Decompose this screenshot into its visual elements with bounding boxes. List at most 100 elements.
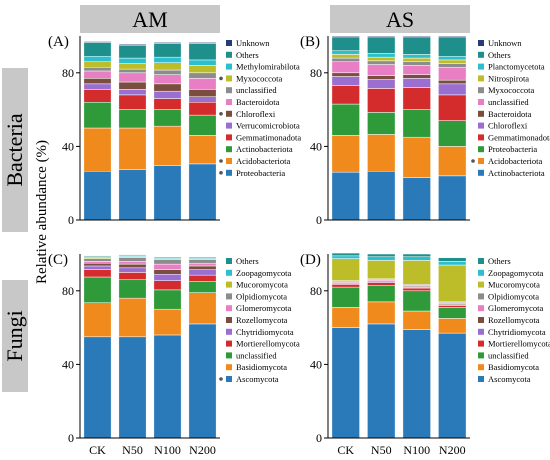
legend-label: Basidiomycota — [488, 362, 539, 372]
bar-segment — [118, 169, 147, 221]
x-tick-label: N100 — [403, 443, 430, 457]
bar-segment — [83, 336, 112, 439]
legend-swatch — [478, 317, 484, 323]
panel-c: (C) CK N50 N100 N200 0 40 80 Others Zoopagomycota… — [48, 252, 300, 457]
bar-segment — [83, 127, 112, 172]
panel-d: (D) CK N50 N100 N200 0 40 80 Others Zoopagomycota… — [300, 252, 550, 457]
legend-swatch — [478, 352, 484, 359]
bar-segment — [153, 109, 182, 127]
bar-segment — [438, 120, 467, 147]
legend-swatch — [478, 87, 484, 94]
bar-segment — [402, 260, 431, 285]
bar-segment — [188, 323, 217, 439]
bar-segment — [331, 286, 360, 308]
legend-swatch — [478, 258, 484, 264]
legend-swatch — [478, 328, 484, 335]
y-tick-label: 40 — [310, 139, 322, 153]
bar-segment — [83, 269, 112, 278]
bar-segment — [438, 332, 467, 439]
bar-segment — [402, 177, 431, 221]
bar-segment — [188, 114, 217, 136]
bar-segment — [367, 134, 396, 172]
bar-segment — [153, 308, 182, 336]
bar-segment — [153, 62, 182, 71]
bar-segment — [83, 61, 112, 68]
bar-segment — [83, 55, 112, 63]
legend-swatch — [226, 269, 232, 276]
bar-segment — [83, 78, 112, 85]
column-header-as: AS — [330, 5, 470, 33]
bar-segment — [331, 54, 360, 59]
bar-segment — [402, 253, 431, 258]
legend-swatch — [226, 87, 232, 94]
legend-label: Actinobacteriota — [236, 144, 293, 154]
legend-swatch — [226, 99, 232, 105]
legend-swatch — [226, 340, 232, 347]
x-tick-label: N200 — [439, 443, 466, 457]
bar-segment — [402, 329, 431, 439]
legend-swatch — [226, 305, 232, 312]
bar-segment — [367, 301, 396, 325]
legend-label: Basidiomycota — [236, 362, 287, 372]
bar-segment — [153, 165, 182, 221]
bar-segment — [402, 290, 431, 312]
y-tick-label: 80 — [310, 284, 322, 298]
legend-marker-dot — [471, 159, 475, 163]
legend-label: Gemmatimonadota — [236, 132, 301, 142]
bar-segment — [118, 257, 147, 262]
bar-segment — [188, 281, 217, 293]
bar-segment — [188, 65, 217, 74]
bar-segment — [331, 307, 360, 328]
row-header-bacteria: Bacteria — [2, 68, 28, 232]
bar-segment — [153, 83, 182, 92]
legend-swatch — [226, 352, 232, 359]
bar-segment — [153, 263, 182, 270]
y-tick-label: 80 — [62, 284, 74, 298]
legend-swatch — [478, 51, 484, 58]
bar-segment — [83, 89, 112, 103]
row-header-fungi: Fungi — [2, 280, 28, 392]
bar-segment — [153, 56, 182, 63]
x-tick-label: N50 — [122, 443, 143, 457]
legend-swatch — [478, 134, 484, 141]
bar-segment — [118, 254, 147, 257]
panel-a: (A) 0 40 80 Unknown Others MethylomirabilotaMy… — [48, 34, 301, 227]
bar-segment — [367, 56, 396, 62]
legend-swatch — [226, 40, 232, 46]
legend-label: Nitrospirota — [488, 73, 529, 83]
legend-label: Mortierellomycota — [488, 339, 550, 349]
bar-segment — [153, 90, 182, 99]
bar-segment — [83, 255, 112, 258]
bar-segment — [367, 53, 396, 58]
legend-label: Olpidiomycota — [488, 291, 539, 301]
legend-label: Glomeromycota — [488, 303, 543, 313]
legend-swatch — [226, 169, 232, 176]
bar-segment — [367, 170, 396, 221]
bar-segment — [83, 101, 112, 129]
legend-swatch — [478, 75, 484, 82]
bar-segment — [367, 253, 396, 258]
bar-segment — [438, 79, 467, 85]
legend-swatch — [478, 364, 484, 371]
bar-segment — [188, 265, 217, 270]
legend-marker-dot — [219, 112, 223, 116]
bar-segment — [331, 57, 360, 63]
legend-swatch — [226, 364, 232, 371]
legend-label: Acidobacteriota — [236, 156, 291, 166]
legend-swatch — [478, 305, 484, 312]
legend-swatch — [226, 258, 232, 264]
legend-label: Olpidiomycota — [236, 291, 287, 301]
legend-swatch — [226, 376, 232, 382]
bar-segment — [188, 42, 217, 44]
bar-segment — [438, 83, 467, 96]
panel-label: (B) — [300, 34, 320, 50]
y-tick-label: 0 — [316, 213, 322, 227]
bar-segment — [402, 310, 431, 330]
legend-label: unclassified — [488, 97, 529, 107]
legend-label: Unknown — [488, 38, 522, 48]
legend-label: Verrucomicrobiota — [236, 121, 300, 131]
bar-segment — [188, 292, 217, 325]
bar-segment — [118, 109, 147, 129]
legend-label: Ascomycota — [488, 374, 531, 384]
bar-segment — [153, 273, 182, 281]
